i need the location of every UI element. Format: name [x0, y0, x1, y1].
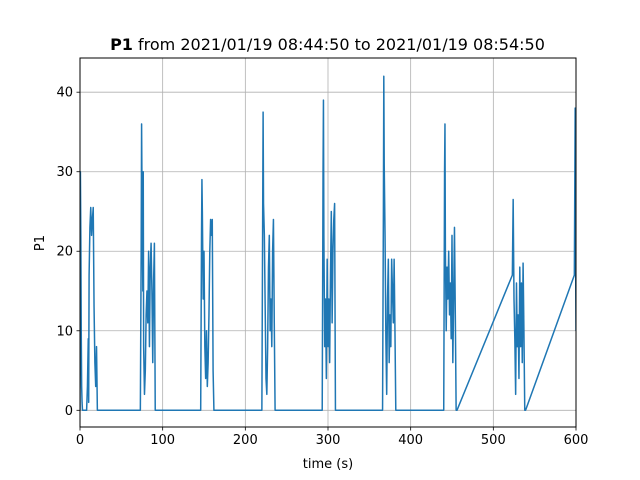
series-line-p1	[80, 75, 576, 412]
y-axis-label: P1	[33, 235, 48, 251]
series-layer	[80, 75, 576, 412]
x-tick-label: 400	[398, 433, 423, 448]
x-tick-label: 0	[76, 433, 84, 448]
chart-title-rest: from 2021/01/19 08:44:50 to 2021/01/19 0…	[133, 35, 545, 54]
y-tick-label: 40	[56, 86, 73, 101]
y-tick-label: 10	[56, 324, 73, 339]
x-tick-label: 100	[150, 433, 175, 448]
x-tick-label: 600	[564, 433, 589, 448]
x-axis-label: time (s)	[303, 457, 353, 472]
y-tick-label: 20	[56, 245, 73, 260]
x-tick-label: 300	[316, 433, 341, 448]
y-tick-label: 30	[56, 165, 73, 180]
chart-title-bold: P1	[110, 35, 133, 54]
x-tick-label: 500	[481, 433, 506, 448]
tick-group: 0 100 200 300 400 500 600 0 10 20 30 40	[56, 86, 588, 448]
x-tick-label: 200	[233, 433, 258, 448]
y-tick-label: 0	[65, 404, 73, 419]
chart-title: P1 from 2021/01/19 08:44:50 to 2021/01/1…	[110, 35, 545, 54]
